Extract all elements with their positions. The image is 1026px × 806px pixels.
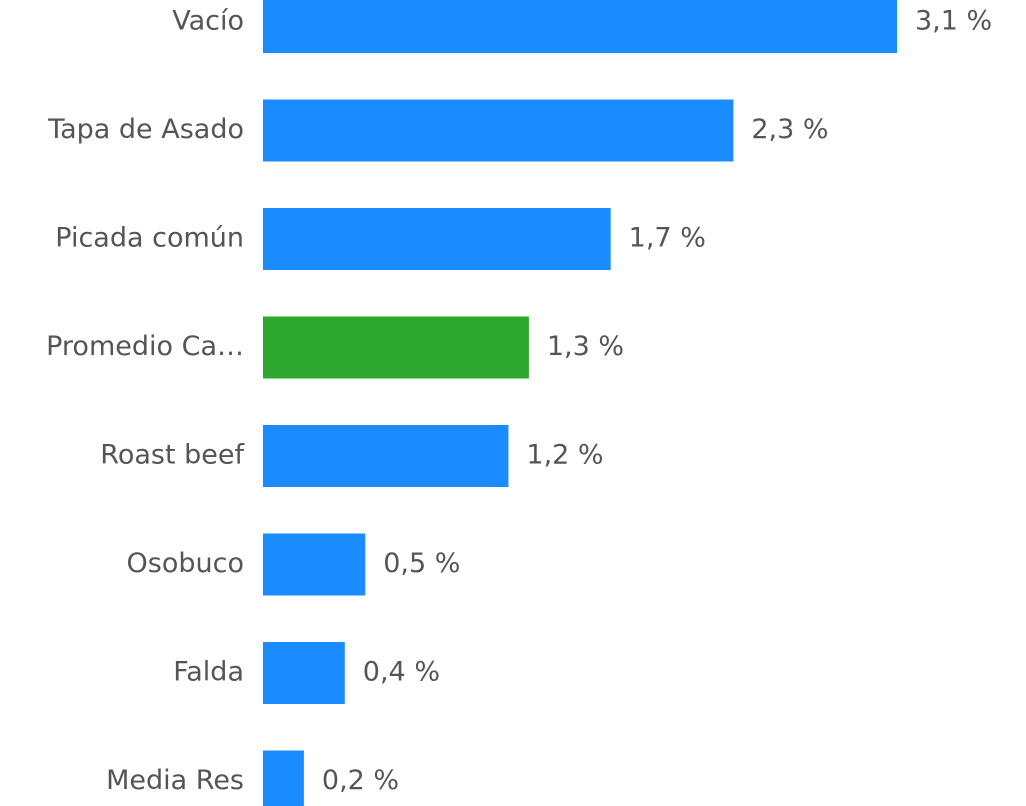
bar xyxy=(263,208,611,270)
value-label: 3,1 % xyxy=(915,6,992,37)
category-label: Promedio Ca… xyxy=(46,331,244,362)
category-label: Media Res xyxy=(106,765,244,796)
value-label: 0,5 % xyxy=(383,548,460,579)
category-label: Falda xyxy=(173,657,244,688)
bar xyxy=(263,99,734,162)
category-label: Vacío xyxy=(172,6,244,37)
value-label: 0,2 % xyxy=(322,765,399,796)
bar xyxy=(263,642,345,704)
bar xyxy=(263,316,529,379)
bar xyxy=(263,533,366,596)
value-label: 1,2 % xyxy=(526,440,603,471)
bar xyxy=(263,425,509,487)
value-label: 1,3 % xyxy=(547,331,624,362)
category-label: Roast beef xyxy=(100,440,245,471)
category-label: Osobuco xyxy=(127,548,244,579)
value-label: 1,7 % xyxy=(629,223,706,254)
bar xyxy=(263,0,897,53)
category-label: Tapa de Asado xyxy=(47,114,244,145)
value-label: 2,3 % xyxy=(751,114,828,145)
value-label: 0,4 % xyxy=(363,657,440,688)
bar xyxy=(263,750,304,806)
category-label: Picada común xyxy=(55,223,244,254)
